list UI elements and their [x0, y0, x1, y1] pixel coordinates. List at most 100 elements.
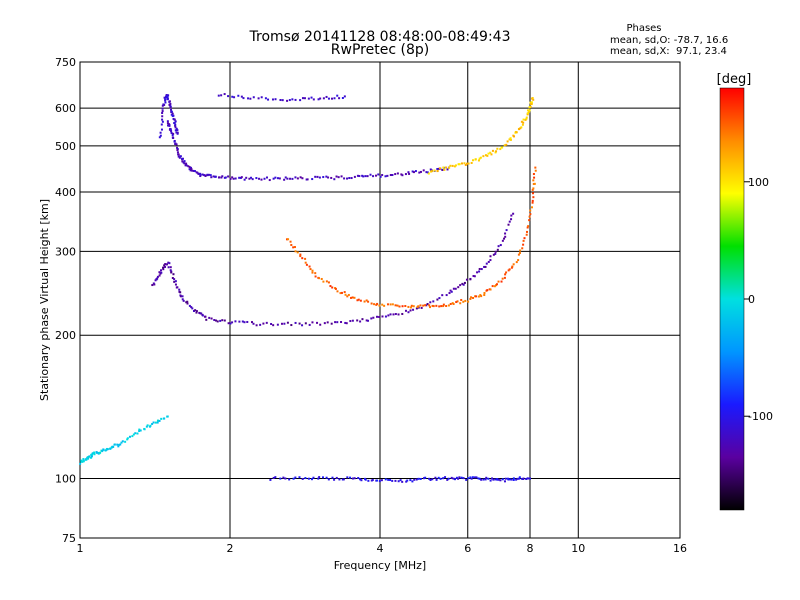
data-point	[428, 477, 431, 480]
data-point	[176, 132, 179, 135]
data-point	[409, 306, 412, 309]
data-point	[241, 320, 244, 323]
data-point	[522, 477, 525, 480]
data-point	[185, 162, 188, 165]
data-point	[307, 97, 310, 100]
data-point	[454, 164, 457, 167]
data-point	[483, 294, 486, 297]
data-point	[301, 324, 304, 327]
data-point	[301, 97, 304, 100]
data-point	[377, 173, 380, 176]
data-point	[143, 428, 146, 431]
data-point	[220, 94, 223, 97]
data-point	[91, 453, 94, 456]
data-point	[294, 250, 297, 253]
data-point	[331, 286, 334, 289]
data-point	[391, 174, 394, 177]
data-point	[336, 321, 339, 324]
data-point	[304, 257, 307, 260]
data-point	[249, 97, 252, 100]
data-point	[435, 304, 438, 307]
data-point	[283, 178, 286, 181]
data-point	[234, 177, 237, 180]
data-point	[294, 98, 297, 101]
data-point	[505, 271, 508, 274]
data-point	[280, 322, 283, 325]
data-point	[376, 479, 379, 482]
data-point	[362, 175, 365, 178]
data-point	[174, 280, 177, 283]
data-point	[176, 131, 179, 134]
data-point	[177, 155, 180, 158]
data-point	[282, 476, 285, 479]
data-point	[190, 167, 193, 170]
y-tick-label: 500	[55, 140, 76, 153]
data-point	[311, 269, 314, 272]
data-point	[484, 265, 487, 268]
data-point	[184, 164, 187, 167]
x-tick-label: 16	[673, 542, 687, 555]
data-point	[527, 109, 530, 112]
data-point	[274, 176, 277, 179]
data-point	[372, 175, 375, 178]
x-tick-label: 8	[527, 542, 534, 555]
data-point	[484, 478, 487, 481]
data-point	[412, 171, 415, 174]
data-point	[299, 253, 302, 256]
data-point	[501, 277, 504, 280]
data-point	[508, 138, 511, 141]
data-point	[391, 479, 394, 482]
data-point	[418, 171, 421, 174]
data-point	[199, 175, 202, 178]
data-point	[494, 151, 497, 154]
data-point	[346, 177, 349, 180]
data-point	[512, 212, 515, 215]
data-point	[160, 269, 163, 272]
data-point	[139, 429, 142, 432]
trace	[158, 94, 179, 139]
data-point	[159, 134, 162, 137]
data-point	[341, 478, 344, 481]
data-point	[183, 160, 186, 163]
data-point	[446, 478, 449, 481]
data-point	[201, 314, 204, 317]
data-point	[518, 476, 521, 479]
data-point	[515, 131, 518, 134]
data-point	[431, 478, 434, 481]
data-point	[240, 176, 243, 179]
data-point	[174, 283, 177, 286]
data-point	[178, 156, 181, 159]
data-point	[520, 120, 523, 123]
data-point	[161, 111, 164, 114]
data-point	[515, 478, 518, 481]
data-point	[167, 261, 170, 264]
data-point	[167, 94, 170, 97]
data-point	[159, 131, 162, 134]
data-point	[528, 106, 531, 109]
data-point	[318, 176, 321, 179]
data-point	[218, 176, 221, 179]
data-point	[491, 477, 494, 480]
data-point	[432, 300, 435, 303]
data-point	[394, 479, 397, 482]
data-point	[272, 324, 275, 327]
data-point	[430, 170, 433, 173]
data-point	[116, 443, 119, 446]
data-point	[308, 265, 311, 268]
data-point	[472, 274, 475, 277]
y-tick-label: 200	[55, 329, 76, 342]
data-point	[120, 441, 123, 444]
data-point	[350, 177, 353, 180]
data-point	[330, 322, 333, 325]
data-point	[359, 478, 362, 481]
data-point	[173, 140, 176, 143]
data-point	[501, 146, 504, 149]
data-point	[499, 148, 502, 151]
data-point	[459, 302, 462, 305]
data-point	[171, 115, 174, 118]
data-point	[203, 174, 206, 177]
data-point	[409, 479, 412, 482]
data-point	[437, 476, 440, 479]
data-point	[442, 166, 445, 169]
data-point	[469, 278, 472, 281]
